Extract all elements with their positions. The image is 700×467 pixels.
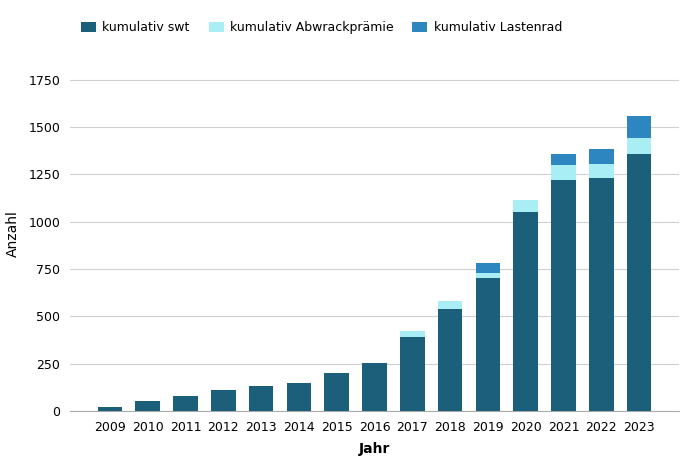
Bar [551, 165, 575, 180]
Bar [475, 273, 500, 278]
Bar [211, 390, 236, 411]
Bar [324, 373, 349, 411]
Bar [589, 149, 613, 164]
Bar [513, 200, 538, 212]
Bar [98, 407, 122, 411]
Bar [589, 178, 613, 411]
Bar [400, 332, 425, 337]
Bar [513, 212, 538, 411]
Bar [626, 138, 651, 154]
Bar [174, 396, 198, 411]
Bar [626, 154, 651, 411]
X-axis label: Jahr: Jahr [359, 442, 390, 456]
Bar [286, 382, 312, 411]
Bar [551, 155, 575, 165]
Bar [551, 180, 575, 411]
Bar [438, 309, 463, 411]
Bar [400, 337, 425, 411]
Bar [438, 301, 463, 309]
Y-axis label: Anzahl: Anzahl [6, 210, 20, 257]
Bar [248, 386, 274, 411]
Bar [475, 263, 500, 273]
Bar [626, 116, 651, 138]
Bar [589, 164, 613, 178]
Legend: kumulativ swt, kumulativ Abwrackprämie, kumulativ Lastenrad: kumulativ swt, kumulativ Abwrackprämie, … [76, 16, 567, 39]
Bar [475, 278, 500, 411]
Bar [136, 402, 160, 411]
Bar [362, 363, 387, 411]
